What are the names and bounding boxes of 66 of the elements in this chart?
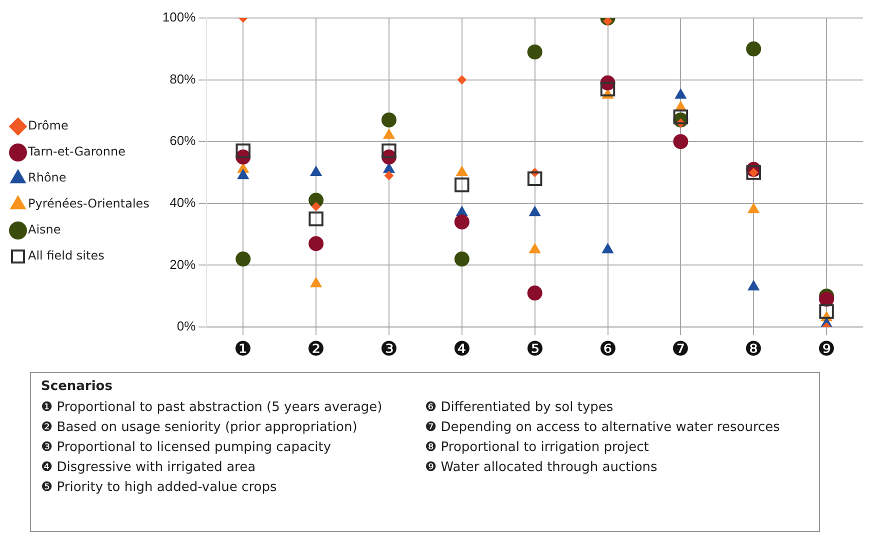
text: ❻ Differentiated by sol types (425, 400, 614, 416)
point (529, 206, 541, 216)
x-tick-label: ❾ (818, 338, 836, 361)
point (600, 82, 616, 96)
text: ❾ Water allocated through auctions (425, 460, 658, 476)
point (236, 144, 250, 158)
point (308, 211, 324, 226)
x-tick-label: ❼ (672, 338, 690, 361)
point (236, 252, 251, 267)
x-tick-label: ❻ (598, 338, 617, 361)
legend-label: Pyrénées-Orientales (28, 196, 150, 211)
legend-label: Tarn-et-Garonne (27, 144, 126, 159)
text: ❹ Disgressive with irrigated area (41, 460, 257, 476)
point (310, 166, 322, 176)
legend-label: Drôme (28, 118, 68, 133)
y-tick-label: 40% (170, 194, 196, 210)
point (456, 166, 468, 176)
point (308, 236, 324, 252)
point (602, 243, 614, 254)
point (748, 203, 760, 214)
legend-label: Rhône (28, 170, 66, 185)
x-tick-label: ❹ (452, 338, 471, 361)
x-tick-label: ❶ (234, 338, 252, 361)
x-tick-label: ❸ (380, 338, 398, 361)
point (529, 243, 541, 254)
point (237, 169, 249, 180)
point (383, 128, 395, 139)
y-tick-label: 80% (170, 71, 196, 86)
point (382, 144, 396, 158)
text: ❸ Proportional to licensed pumping capacity (41, 440, 332, 456)
y-tick-label: 0% (176, 318, 196, 334)
y-tick-label: 60% (170, 133, 196, 148)
text: ❺ Priority to high added-value crops (41, 480, 278, 496)
point (673, 110, 688, 124)
text: Scenarios (41, 379, 114, 394)
point (603, 18, 612, 26)
point (383, 162, 395, 173)
point (819, 292, 834, 307)
point (454, 177, 470, 192)
point (527, 286, 542, 301)
y-tick-label: 20% (170, 256, 196, 272)
x-tick-label: ❺ (526, 338, 544, 361)
point (310, 277, 322, 288)
point (312, 202, 321, 211)
point (673, 134, 688, 150)
point (527, 44, 542, 60)
point (746, 41, 762, 56)
point (384, 171, 394, 180)
text: ❼ Depending on access to alternative water resources (425, 420, 781, 436)
x-tick-label: ❽ (744, 338, 763, 361)
x-tick-label: ❷ (307, 338, 326, 361)
text: ❶ Proportional to past abstraction (5 years average) (41, 400, 384, 416)
point (454, 214, 470, 230)
point (674, 88, 686, 99)
point (819, 304, 834, 319)
point (457, 75, 466, 84)
text: ❷ Based on usage seniority (prior appropriation) (41, 420, 358, 436)
point (748, 280, 760, 290)
point (527, 171, 542, 186)
legend-label: All field sites (28, 248, 104, 263)
legend-label: Aisne (28, 222, 61, 237)
y-tick-label: 100% (162, 10, 196, 25)
text: ❽ Proportional to irrigation project (425, 440, 650, 456)
point (381, 112, 396, 128)
point (454, 252, 470, 267)
point (746, 165, 761, 180)
